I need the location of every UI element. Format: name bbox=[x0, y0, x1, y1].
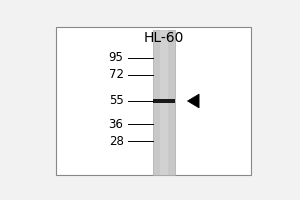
Bar bbox=[56, 27, 251, 175]
Text: 72: 72 bbox=[109, 68, 124, 81]
Polygon shape bbox=[188, 94, 199, 108]
Bar bbox=[153, 99, 175, 103]
Text: HL-60: HL-60 bbox=[144, 31, 184, 45]
Bar bbox=[160, 30, 168, 175]
Text: 36: 36 bbox=[109, 118, 124, 131]
Text: 28: 28 bbox=[109, 135, 124, 148]
Text: 55: 55 bbox=[109, 95, 124, 108]
Text: 95: 95 bbox=[109, 51, 124, 64]
Bar bbox=[153, 30, 175, 175]
